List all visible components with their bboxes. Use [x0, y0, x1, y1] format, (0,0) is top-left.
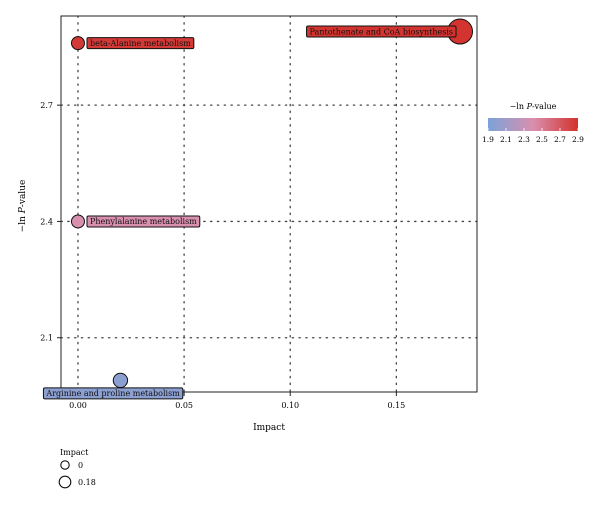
color-legend-title: −ln P-value [510, 102, 557, 111]
data-label-box [306, 25, 457, 38]
size-legend: Impact 0 0.18 [58, 448, 96, 489]
data-point [70, 214, 85, 229]
axis-ticks: 0.00 0.05 0.10 0.15 2.1 2.4 2.7 [40, 101, 405, 410]
x-axis-title: Impact [253, 423, 285, 433]
x-tick-label: 0.15 [387, 401, 405, 410]
color-legend-tick-label: 2.9 [572, 135, 584, 144]
color-legend: −ln P-value 1.9 2.1 2.3 2.5 2.7 2.9 [482, 102, 584, 144]
data-label: Arginine and proline metabolism [42, 387, 184, 400]
data-points [70, 18, 474, 389]
y-tick-label: 2.7 [40, 101, 53, 110]
data-label-text: beta-Alanine metabolism [90, 39, 191, 48]
data-label-box [42, 387, 184, 400]
data-label-text: Pantothenate and CoA biosynthesis [310, 27, 453, 36]
color-legend-tick-label: 2.7 [554, 135, 566, 144]
x-tick-label: 0.00 [69, 401, 87, 410]
y-tick-label: 2.4 [40, 217, 53, 226]
size-legend-symbol [60, 460, 70, 470]
grid-lines [60, 15, 478, 393]
data-label: beta-Alanine metabolism [86, 37, 195, 50]
size-legend-symbol [58, 475, 72, 489]
data-label-text: Phenylalanine metabolism [90, 217, 197, 226]
data-point [70, 36, 85, 51]
x-tick-label: 0.10 [281, 401, 299, 410]
size-legend-label: 0 [78, 461, 83, 470]
color-legend-bar [488, 118, 578, 131]
data-label: Phenylalanine metabolism [86, 215, 201, 228]
y-axis-title: −ln P-value [18, 180, 28, 233]
data-label-box [86, 37, 195, 50]
size-legend-label: 0.18 [78, 478, 96, 487]
data-label-text: Arginine and proline metabolism [45, 389, 180, 398]
color-legend-tick-label: 2.1 [500, 135, 512, 144]
size-legend-title: Impact [60, 448, 89, 457]
data-labels: Pantothenate and CoA biosynthesis beta-Al… [42, 25, 457, 400]
y-tick-label: 2.1 [40, 334, 53, 343]
color-legend-tick-label: 1.9 [482, 135, 494, 144]
color-legend-tick-label: 2.5 [536, 135, 548, 144]
data-label-box [86, 215, 201, 228]
color-legend-tick-label: 2.3 [518, 135, 530, 144]
data-point [112, 372, 129, 389]
x-tick-label: 0.05 [175, 401, 193, 410]
plot-frame [60, 15, 478, 393]
data-label: Pantothenate and CoA biosynthesis [306, 25, 457, 38]
